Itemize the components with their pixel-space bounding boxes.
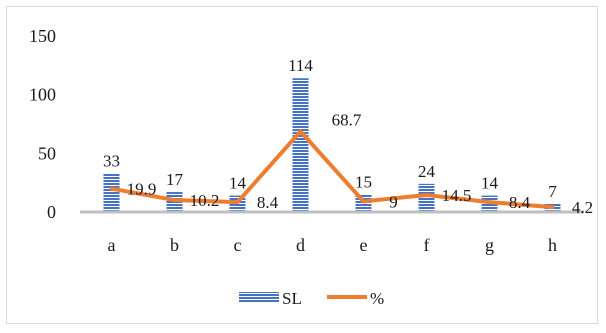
legend: SL% (239, 289, 384, 308)
bar-label-a: 33 (103, 151, 120, 170)
x-tick-label-b: b (170, 235, 179, 255)
y-tick-label-0: 0 (47, 202, 56, 222)
bar-label-b: 17 (166, 170, 184, 189)
x-tick-label-f: f (424, 235, 430, 255)
bar-label-f: 24 (418, 162, 436, 181)
line-label-a: 19.9 (127, 180, 157, 199)
x-tick-label-c: c (234, 235, 242, 255)
bar-label-d: 114 (288, 56, 313, 75)
line-percent (109, 129, 555, 210)
x-axis: a b c d e f g h (108, 235, 558, 255)
line-label-e: 9 (389, 192, 398, 211)
y-axis: 0 50 100 150 (29, 26, 56, 222)
y-tick-label-50: 50 (38, 143, 56, 163)
line-label-g: 8.4 (509, 193, 531, 212)
x-tick-label-h: h (548, 235, 557, 255)
y-tick-label-150: 150 (29, 26, 56, 46)
bar-f (418, 183, 435, 212)
line-label-d: 68.7 (332, 110, 362, 129)
x-tick-label-g: g (485, 235, 494, 255)
bar-d (292, 78, 309, 213)
line-label-b: 10.2 (190, 191, 220, 210)
line-label-h: 4.2 (572, 198, 593, 217)
legend-label-sl: SL (282, 289, 302, 308)
line-label-c: 8.4 (257, 193, 279, 212)
y-tick-label-100: 100 (29, 85, 56, 105)
line-series-percent: 19.9 10.2 8.4 68.7 9 14.5 8.4 4.2 (109, 110, 593, 217)
x-tick-label-e: e (360, 235, 368, 255)
bar-series-sl: 33 17 14 114 15 24 14 7 (103, 56, 561, 213)
line-label-f: 14.5 (442, 186, 472, 205)
x-tick-label-a: a (108, 235, 116, 255)
bar-label-c: 14 (229, 174, 247, 193)
legend-swatch-sl (239, 292, 279, 302)
bar-a (103, 173, 120, 212)
bar-label-e: 15 (355, 172, 372, 191)
bar-label-h: 7 (548, 182, 557, 201)
x-tick-label-d: d (296, 235, 305, 255)
legend-label-percent: % (370, 289, 384, 308)
bar-label-g: 14 (481, 174, 499, 193)
